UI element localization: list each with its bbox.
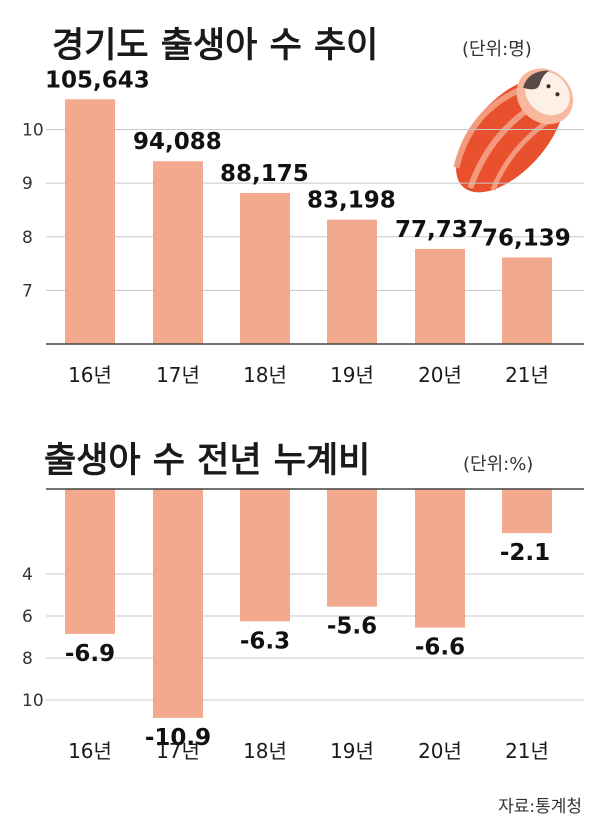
chart2-value-label: -5.6: [327, 614, 377, 640]
chart1-bar: [240, 192, 290, 344]
chart2-bar: [65, 489, 115, 634]
chart1-category-label: 21년: [505, 363, 549, 387]
chart2-bar: [153, 489, 203, 718]
chart1-value-label: 76,139: [482, 225, 571, 251]
chart2-bar: [415, 489, 465, 628]
chart2-category-label: 20년: [418, 739, 462, 763]
chart2-bar: [502, 489, 552, 534]
chart2-ytick-label: 10: [22, 691, 44, 711]
chart1-ytick-label: 9: [22, 174, 33, 194]
chart1-category-label: 18년: [243, 363, 287, 387]
chart1-ytick-label: 8: [22, 228, 33, 248]
chart2-ytick-label: 8: [22, 649, 33, 669]
chart2-value-label: -10.9: [145, 725, 211, 751]
chart1-category-label: 17년: [156, 363, 200, 387]
chart2-value-label: -6.9: [65, 641, 115, 667]
chart2-category-label: 16년: [68, 739, 112, 763]
swaddled-baby-icon: [453, 68, 574, 193]
chart2-category-label: 21년: [505, 739, 549, 763]
chart2-title: 출생아 수 전년 누계비: [44, 441, 370, 481]
chart2-bar: [240, 489, 290, 622]
chart1-title: 경기도 출생아 수 추이: [52, 26, 378, 66]
chart1-value-label: 77,737: [395, 217, 484, 243]
chart1-category-label: 20년: [418, 363, 462, 387]
chart1-ytick-label: 10: [22, 121, 44, 141]
chart2-ytick-label: 4: [22, 565, 33, 585]
chart2-value-label: -6.6: [415, 635, 465, 661]
chart2-bar: [327, 489, 377, 607]
chart2-category-label: 18년: [243, 739, 287, 763]
chart1-bar: [153, 161, 203, 344]
chart1-ytick-label: 7: [22, 281, 33, 301]
chart1-bar: [415, 248, 465, 344]
chart1-value-label: 88,175: [220, 161, 309, 187]
chart1-bar: [65, 99, 115, 344]
chart1-value-label: 83,198: [307, 188, 396, 214]
chart1-value-label: 105,643: [45, 67, 150, 93]
chart2-value-label: -6.3: [240, 628, 290, 654]
chart2-category-label: 19년: [330, 739, 374, 763]
chart1-value-label: 94,088: [133, 129, 222, 155]
source-note: 자료:통계청: [498, 797, 582, 817]
yoy-change-chart: 4 6 8 10 -6.9 -10.9 -6.3 -5.6 -6.6 -2.1 16년 17년 18년 1…: [22, 488, 584, 763]
chart2-ytick-label: 6: [22, 607, 33, 627]
chart1-category-label: 16년: [68, 363, 112, 387]
chart1-bar: [502, 257, 552, 344]
chart1-category-label: 19년: [330, 363, 374, 387]
chart2-value-label: -2.1: [500, 540, 550, 566]
chart1-unit: (단위:명): [462, 39, 532, 60]
chart2-unit: (단위:%): [463, 454, 533, 475]
chart2-category-label: 17년: [156, 739, 200, 763]
chart1-bar: [327, 219, 377, 344]
